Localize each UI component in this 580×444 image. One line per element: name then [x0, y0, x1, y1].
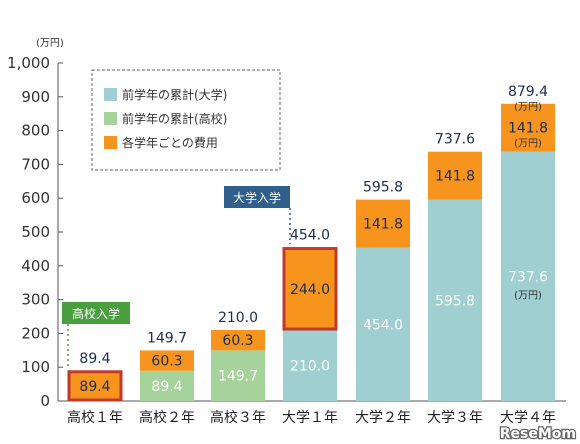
highlight-frame [282, 247, 338, 331]
bar-total-label: 879.4 [508, 84, 548, 100]
legend-label-highschool: 前学年の累計(高校) [122, 111, 227, 126]
y-tick-label: 1,000 [7, 54, 50, 72]
legend-frame [91, 69, 281, 171]
y-tick-label: 300 [21, 291, 50, 309]
last-total-unit-label: (万円) [514, 102, 542, 113]
bar-total-label: 595.8 [363, 180, 403, 196]
segment-yearly-cost [211, 330, 265, 351]
last-base-unit-label: (万円) [514, 290, 542, 301]
highlight-frame [67, 370, 123, 402]
legend-swatch-yearly-cost [104, 136, 117, 149]
callout-university-label: 大学入学 [233, 190, 281, 205]
x-category-label: 高校３年 [210, 409, 266, 426]
y-axis: 1,000 900 800 700 600 500 400 300 200 100 0 [7, 54, 566, 410]
segment-yearly-cost [283, 247, 337, 331]
segment-prior-university-label: 595.8 [435, 293, 475, 309]
x-category-label: 大学３年 [427, 410, 483, 426]
bar-total-label: 454.0 [290, 228, 330, 244]
segment-yearly-cost-label: 244.0 [290, 282, 330, 298]
segment-prior-university-label: 737.6 [508, 269, 548, 285]
segment-yearly-cost-label: 60.3 [222, 333, 253, 349]
segment-prior-university-label: 454.0 [363, 317, 403, 333]
segment-prior-highschool-label: 149.7 [218, 369, 258, 385]
segment-prior-university [356, 247, 410, 401]
legend-swatch-highschool [104, 112, 117, 125]
bar-total-label: 210.0 [218, 310, 258, 326]
y-tick-label: 800 [21, 122, 50, 140]
callout-high-school: 高校入学 [62, 302, 130, 368]
y-tick-label: 100 [21, 358, 50, 376]
segment-yearly-cost-label: 141.8 [508, 121, 548, 137]
segment-prior-highschool [140, 370, 194, 401]
callout-high-school-box [62, 302, 130, 324]
y-tick-label: 400 [21, 257, 50, 275]
y-tick-label: 0 [40, 392, 50, 410]
y-unit-label: (万円) [36, 38, 64, 49]
segment-prior-highschool [211, 350, 265, 401]
segment-prior-university [501, 151, 555, 401]
legend-label-yearly-cost: 各学年ごとの費用 [122, 135, 218, 150]
segment-yearly-cost-label: 141.8 [435, 169, 475, 185]
segment-yearly-cost-label: 60.3 [151, 354, 182, 370]
y-tick-label: 200 [21, 324, 50, 342]
segment-prior-highschool-label: 89.4 [151, 379, 182, 395]
y-tick-label: 900 [21, 88, 50, 106]
segment-prior-university [428, 199, 482, 401]
segment-yearly-cost [501, 103, 555, 152]
legend-swatch-university [104, 88, 117, 101]
callout-high-school-label: 高校入学 [72, 306, 120, 321]
segment-yearly-cost [428, 151, 482, 200]
segment-prior-university-label: 210.0 [290, 359, 330, 375]
x-category-label: 大学２年 [355, 410, 411, 426]
legend: 前学年の累計(大学) 前学年の累計(高校) 各学年ごとの費用 [91, 69, 281, 171]
watermark: ReseMom [499, 425, 578, 444]
y-tick-label: 700 [21, 155, 50, 173]
last-cost-unit-label: (万円) [514, 139, 542, 150]
y-tick-label: 500 [21, 223, 50, 241]
segment-yearly-cost-label: 89.4 [79, 379, 110, 395]
callout-university: 大学入学 [224, 186, 291, 244]
segment-yearly-cost [68, 370, 122, 401]
bars-layer: 89.4 89.4 高校１年 89.4 60.3 149.7 高校２年 149.7 60.3 21… [67, 84, 556, 426]
y-tick-label: 600 [21, 189, 50, 207]
segment-yearly-cost [140, 350, 194, 371]
segment-yearly-cost-label: 141.8 [363, 217, 403, 233]
segment-prior-university [283, 330, 337, 401]
x-category-label: 高校２年 [139, 409, 195, 426]
x-category-label: 大学１年 [282, 410, 338, 426]
segment-yearly-cost [356, 199, 410, 248]
legend-label-university: 前学年の累計(大学) [122, 87, 227, 102]
watermark-text: ReseMom [500, 426, 576, 442]
x-category-label: 大学４年 [500, 410, 556, 426]
bar-total-label: 737.6 [435, 132, 475, 148]
bar-total-label: 149.7 [147, 330, 187, 346]
bar-total-label: 89.4 [79, 351, 110, 367]
x-category-label: 高校１年 [67, 409, 123, 426]
callout-university-box [224, 186, 290, 208]
